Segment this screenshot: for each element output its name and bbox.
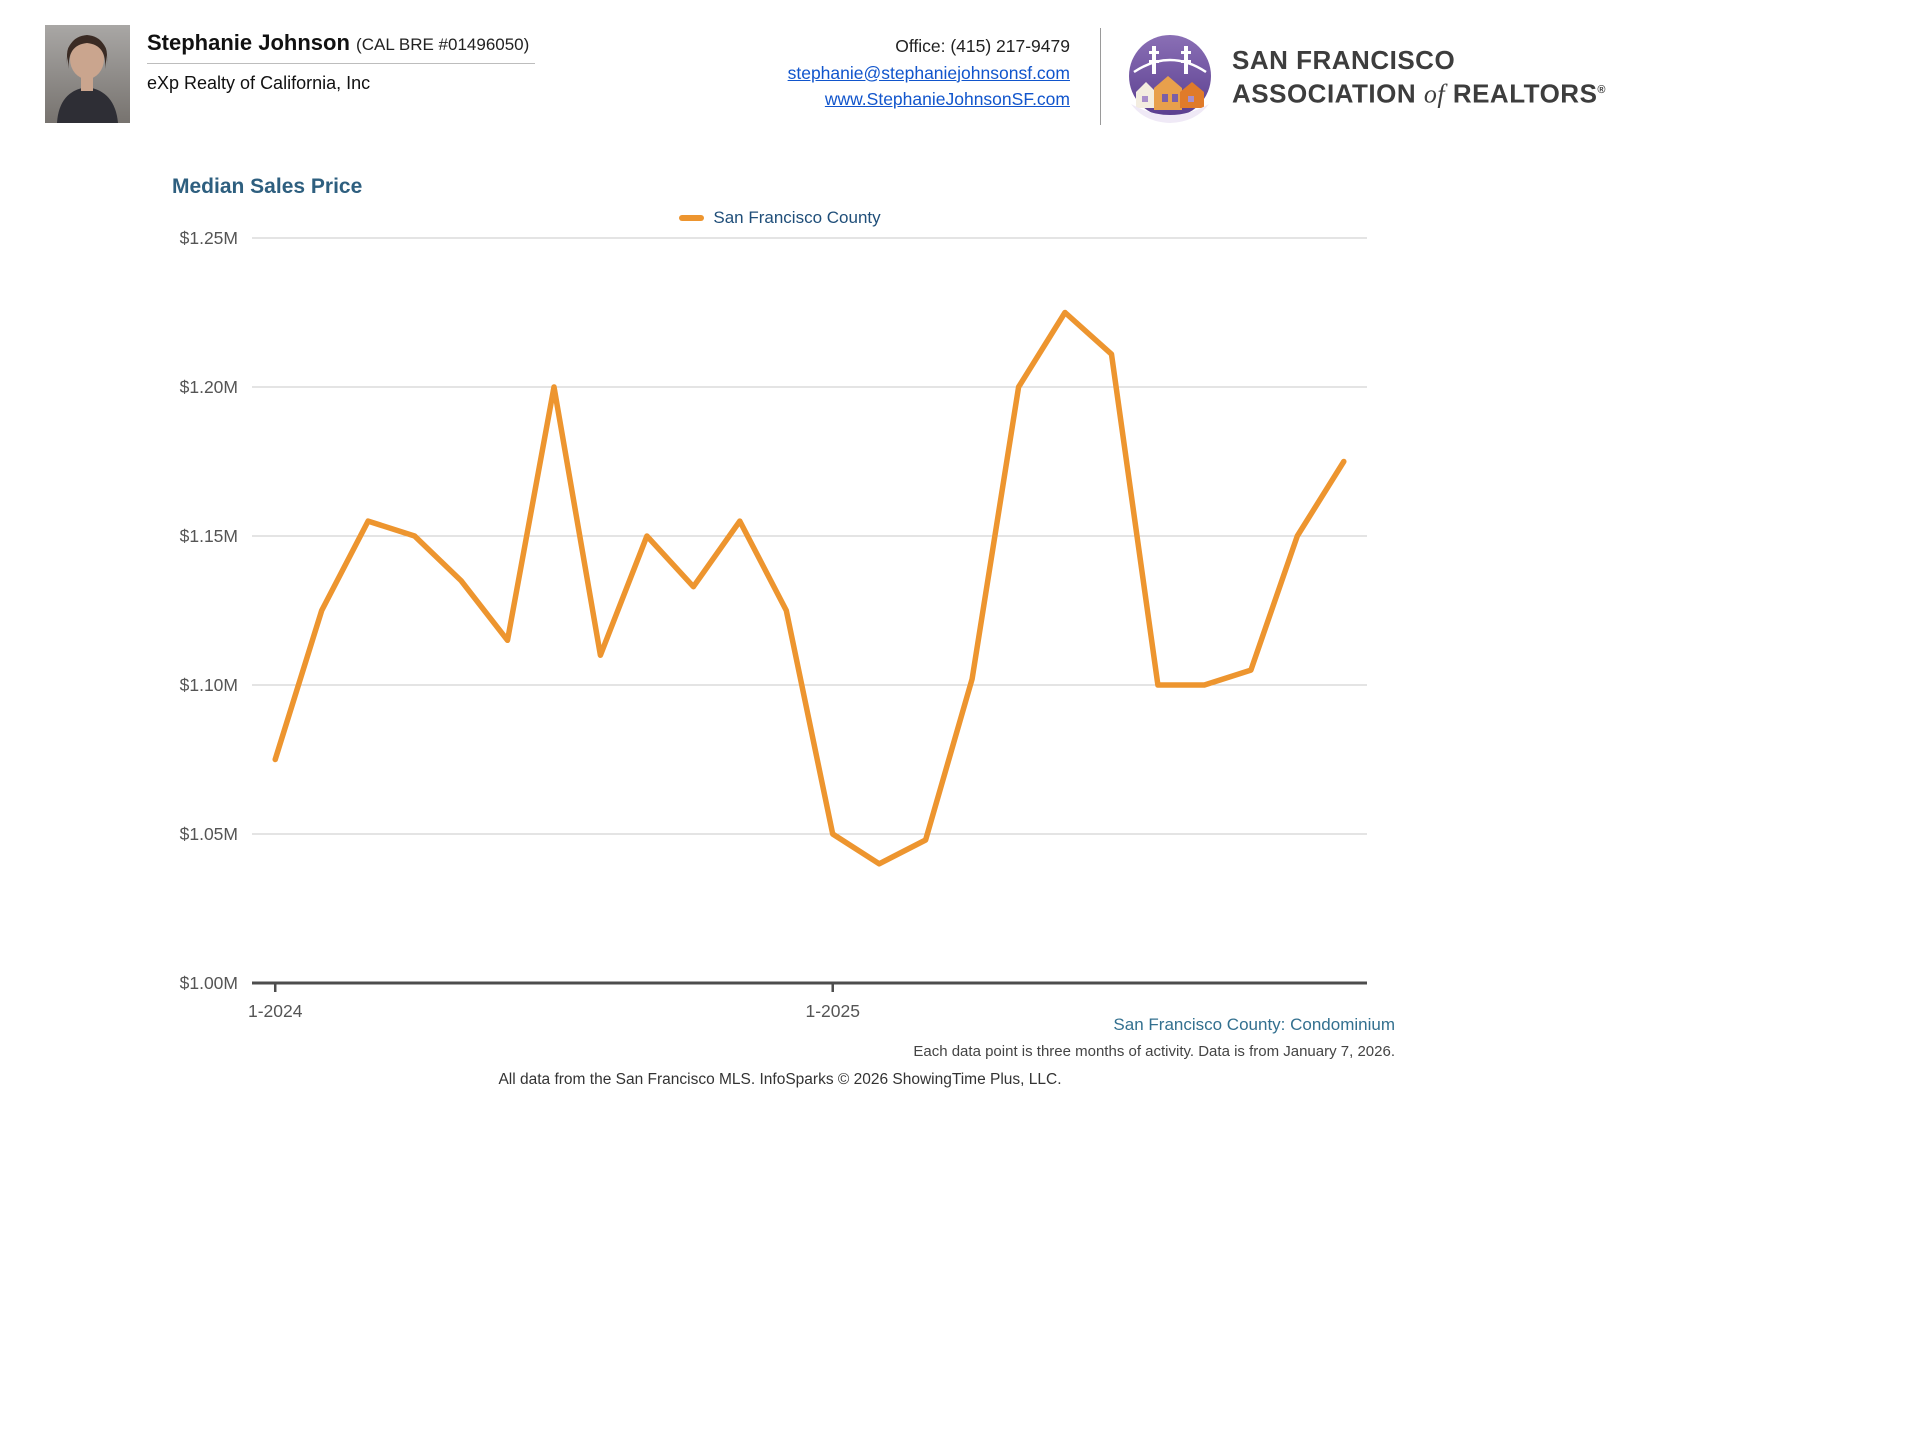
agent-photo-image [45, 25, 130, 123]
office-phone: Office: (415) 217-9479 [895, 36, 1070, 56]
sfar-logo-line1: SAN FRANCISCO [1232, 44, 1456, 75]
sfar-logo-icon [1129, 35, 1211, 123]
y-tick-label: $1.05M [180, 824, 238, 844]
agent-license: (CAL BRE #01496050) [356, 35, 530, 54]
chart-legend: San Francisco County [160, 208, 1400, 228]
agent-name: Stephanie Johnson [147, 30, 350, 55]
chart-title: Median Sales Price [172, 175, 363, 198]
legend-label: San Francisco County [713, 208, 881, 227]
email-link[interactable]: stephanie@stephaniejohnsonsf.com [787, 62, 1070, 83]
agent-name-line: Stephanie Johnson (CAL BRE #01496050) [147, 30, 536, 64]
median-sales-price-chart: $1.00M $1.05M $1.10M $1.15M $1.20M $1.25M 1-20… [180, 228, 1367, 1021]
x-tick-label: 1-2024 [248, 1001, 303, 1021]
agent-photo [45, 25, 130, 123]
header-divider [1100, 28, 1101, 125]
median-price-line [272, 309, 1347, 867]
footer-attribution: All data from the San Francisco MLS. Inf… [498, 1071, 1062, 1088]
website-link[interactable]: www.StephanieJohnsonSF.com [824, 89, 1070, 109]
legend-swatch [679, 215, 705, 221]
sfar-logo: SAN FRANCISCO ASSOCIATION of REALTORS® [1126, 30, 1606, 124]
y-tick-label: $1.00M [180, 973, 238, 993]
agent-info: Stephanie Johnson (CAL BRE #01496050) eX… [147, 30, 536, 94]
contact-block: Office: (415) 217-9479 stephanie@stephan… [788, 33, 1070, 113]
agency-name: eXp Realty of California, Inc [147, 73, 371, 93]
sfar-logo-text: SAN FRANCISCO ASSOCIATION of REALTORS® [1232, 45, 1606, 110]
y-tick-label: $1.10M [180, 675, 238, 695]
y-tick-label: $1.15M [180, 526, 238, 546]
footer-segment-label: San Francisco County: Condominium [1113, 1015, 1395, 1034]
sfar-logo-line2: ASSOCIATION of REALTORS® [1232, 78, 1607, 109]
x-tick-label: 1-2025 [805, 1001, 860, 1021]
y-tick-label: $1.25M [180, 228, 238, 248]
footer-data-note: Each data point is three months of activ… [913, 1043, 1395, 1060]
y-tick-label: $1.20M [180, 377, 238, 397]
